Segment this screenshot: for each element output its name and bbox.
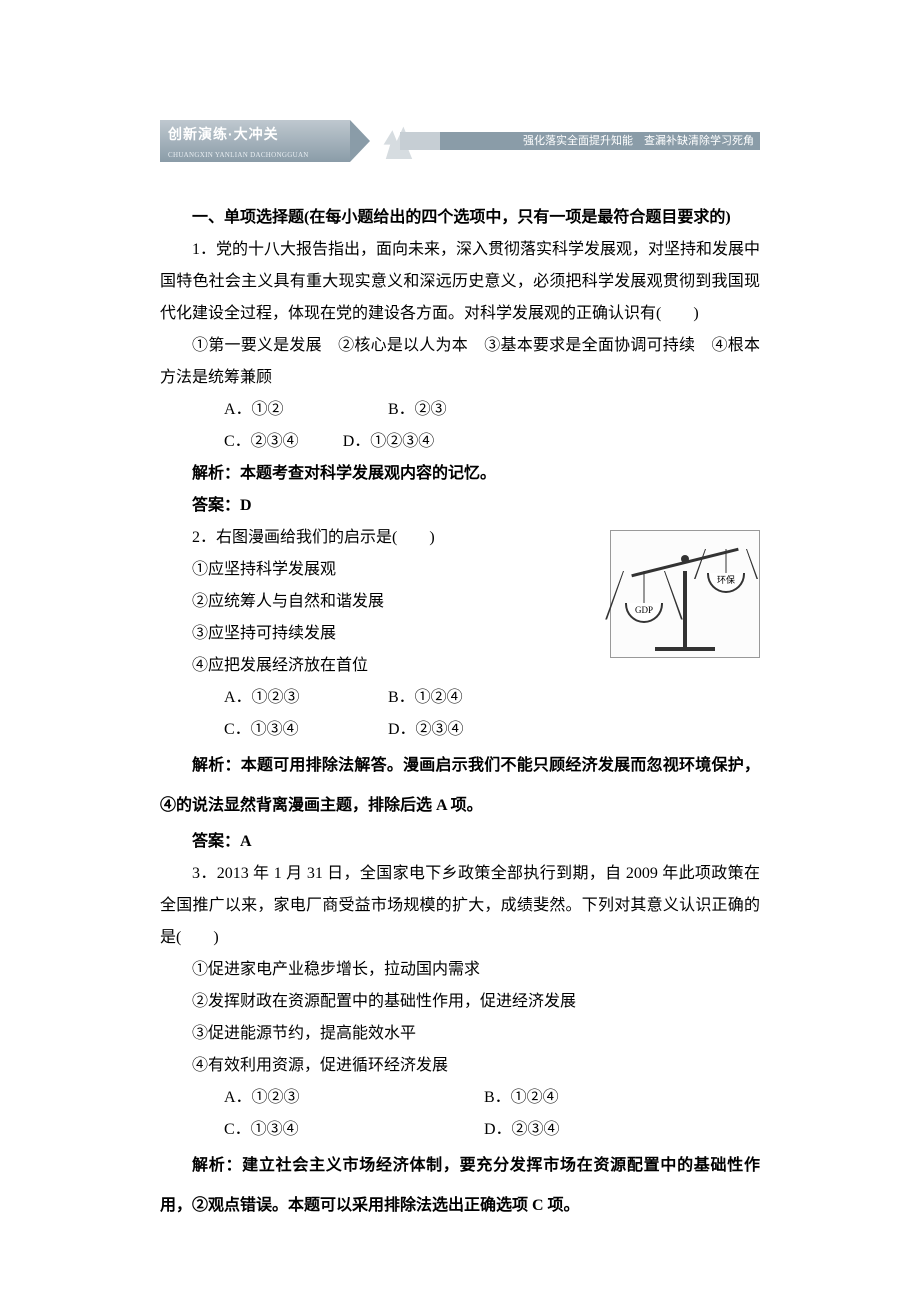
q2-block: GDP 环保 2．右图漫画给我们的启示是( ) ①应坚持科学发展观 ②应统筹人与…	[160, 522, 760, 746]
q2-i2: ②应统筹人与自然和谐发展	[160, 586, 590, 618]
q1-answer: 答案：D	[160, 490, 760, 522]
q3-options-row1: A．①②③ B．①②④	[160, 1082, 760, 1114]
q3-explain: 解析：建立社会主义市场经济体制，要充分发挥市场在资源配置中的基础性作用，②观点错…	[160, 1146, 760, 1226]
q3-opt-a: A．①②③	[192, 1082, 448, 1114]
q3-i4: ④有效利用资源，促进循环经济发展	[160, 1050, 760, 1082]
q2-opt-b: B．①②④	[356, 682, 463, 714]
q3-i3: ③促进能源节约，提高能效水平	[160, 1018, 760, 1050]
q2-options-row2: C．①③④ D．②③④	[160, 714, 760, 746]
q2-cartoon: GDP 环保	[610, 530, 760, 658]
section-heading: 一、单项选择题(在每小题给出的四个选项中，只有一项是最符合题目要求的)	[160, 202, 760, 234]
q3-opt-d: D．②③④	[452, 1114, 560, 1146]
q2-options-row1: A．①②③ B．①②④	[160, 682, 760, 714]
scale-pan-right: 环保	[707, 573, 745, 593]
q1-opt-d: D．①②③④	[311, 426, 435, 458]
banner-subtitle: CHUANGXIN YANLIAN DACHONGGUAN	[168, 148, 350, 162]
q2-opt-d: D．②③④	[356, 714, 464, 746]
q2-opt-c: C．①③④	[192, 714, 352, 746]
page: 创新演练·大冲关 CHUANGXIN YANLIAN DACHONGGUAN 强…	[0, 0, 920, 1302]
q1-options-row1: A．①② B．②③	[160, 394, 760, 426]
banner-right: 强化落实全面提升知能 查漏补缺清除学习死角	[440, 120, 760, 162]
q3-stem: 3．2013 年 1 月 31 日，全国家电下乡政策全部执行到期，自 2009 …	[160, 858, 760, 954]
q1-options-row2: C．②③④ D．①②③④	[160, 426, 760, 458]
q1-items: ①第一要义是发展 ②核心是以人为本 ③基本要求是全面协调可持续 ④根本方法是统筹…	[160, 330, 760, 394]
banner-right-text: 强化落实全面提升知能 查漏补缺清除学习死角	[523, 130, 754, 152]
q3-i1: ①促进家电产业稳步增长，拉动国内需求	[160, 954, 760, 986]
banner-title: 创新演练·大冲关	[168, 120, 350, 148]
content: 一、单项选择题(在每小题给出的四个选项中，只有一项是最符合题目要求的) 1．党的…	[160, 202, 760, 1226]
q1-opt-b: B．②③	[356, 394, 447, 426]
scale-pan-left: GDP	[625, 603, 663, 623]
q2-opt-a: A．①②③	[192, 682, 352, 714]
q1-explain: 解析：本题考查对科学发展观内容的记忆。	[160, 458, 760, 490]
q2-i1: ①应坚持科学发展观	[160, 554, 590, 586]
q2-explain: 解析：本题可用排除法解答。漫画启示我们不能只顾经济发展而忽视环境保护，④的说法显…	[160, 746, 760, 826]
q3-options-row2: C．①③④ D．②③④	[160, 1114, 760, 1146]
banner-right-bar: 强化落实全面提升知能 查漏补缺清除学习死角	[440, 132, 760, 150]
scale-post	[683, 571, 687, 651]
q3-opt-b: B．①②④	[452, 1082, 559, 1114]
q2-answer: 答案：A	[160, 826, 760, 858]
q2-i3: ③应坚持可持续发展	[160, 618, 590, 650]
q2-stem: 2．右图漫画给我们的启示是( )	[160, 522, 590, 554]
q1-opt-c: C．②③④	[192, 426, 299, 458]
q2-i4: ④应把发展经济放在首位	[160, 650, 590, 682]
q1-stem: 1．党的十八大报告指出，面向未来，深入贯彻落实科学发展观，对坚持和发展中国特色社…	[160, 234, 760, 330]
banner: 创新演练·大冲关 CHUANGXIN YANLIAN DACHONGGUAN 强…	[160, 120, 760, 162]
q1-opt-a: A．①②	[192, 394, 352, 426]
scale-base	[655, 647, 715, 651]
q3-i2: ②发挥财政在资源配置中的基础性作用，促进经济发展	[160, 986, 760, 1018]
banner-left: 创新演练·大冲关 CHUANGXIN YANLIAN DACHONGGUAN	[160, 120, 350, 162]
scale-pivot	[681, 555, 689, 563]
q3-opt-c: C．①③④	[192, 1114, 448, 1146]
